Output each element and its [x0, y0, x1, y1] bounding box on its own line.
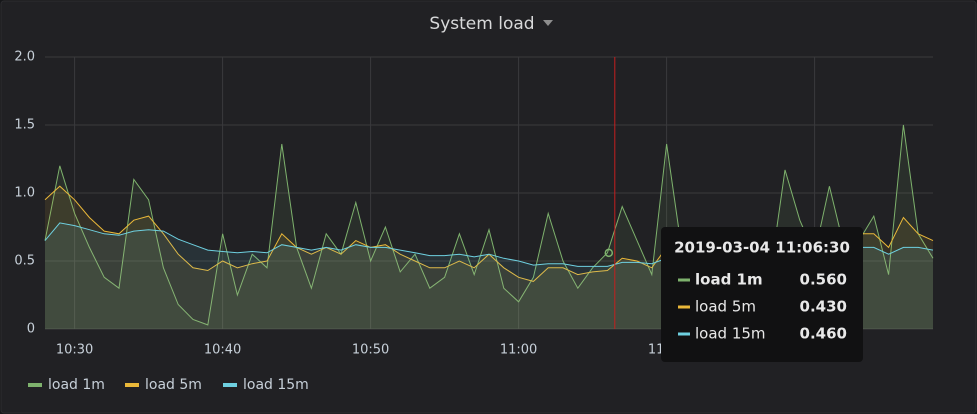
series-line: [44, 124, 934, 326]
tooltip-series-name: load 15m: [695, 325, 766, 343]
tooltip: 2019-03-04 11:06:30 load 1m 0.560 load 5m 0…: [661, 227, 863, 362]
x-tick-label: 10:40: [204, 343, 241, 358]
y-tick-label: 1.0: [14, 186, 35, 201]
tooltip-value: 0.560: [800, 271, 847, 289]
legend-label: load 1m: [48, 377, 105, 393]
tooltip-value: 0.430: [800, 298, 847, 316]
y-tick-label: 2.0: [14, 50, 35, 65]
tooltip-time: 2019-03-04 11:06:30: [674, 239, 850, 257]
y-tick-label: 0.5: [14, 254, 35, 269]
tooltip-series-name: load 1m: [695, 271, 763, 289]
tooltip-value: 0.460: [800, 325, 847, 343]
tooltip-background: [661, 227, 863, 362]
legend-label: load 15m: [243, 377, 309, 393]
tooltip-series-name: load 5m: [695, 298, 756, 316]
x-tick-label: 10:50: [352, 343, 389, 358]
panel-title[interactable]: System load: [429, 14, 534, 34]
y-tick-label: 1.5: [14, 118, 35, 133]
legend-label: load 5m: [145, 377, 202, 393]
y-tick-label: 0: [27, 322, 35, 337]
legend: load 1m load 5m load 15m: [28, 377, 309, 393]
x-tick-label: 11:00: [500, 343, 537, 358]
x-tick-label: 10:30: [56, 343, 93, 358]
title-caret[interactable]: [543, 20, 553, 26]
hover-point: [604, 248, 614, 258]
